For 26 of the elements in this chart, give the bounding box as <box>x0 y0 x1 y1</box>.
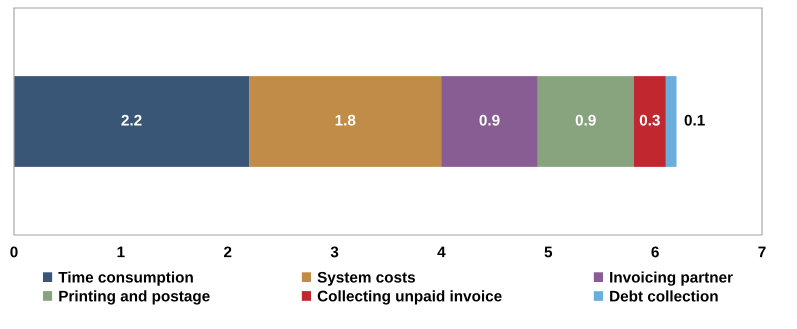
data-label: 2.2 <box>121 114 142 126</box>
bar <box>249 76 442 167</box>
x-tick-label: 7 <box>758 246 766 258</box>
x-tick-label: 2 <box>224 246 232 258</box>
data-label: 0.9 <box>480 114 500 126</box>
x-tick-label: 3 <box>330 246 338 258</box>
bar <box>441 76 538 167</box>
data-label: 0.1 <box>684 114 705 126</box>
x-tick-label: 4 <box>437 246 446 258</box>
x-tick-label: 1 <box>118 246 125 258</box>
x-tick-label: 0 <box>10 246 18 258</box>
data-label: 0.3 <box>640 114 660 126</box>
legend-label: Debt collection <box>610 290 718 302</box>
bar <box>14 76 250 167</box>
bar <box>538 76 634 167</box>
bar <box>634 76 666 167</box>
data-label: 0.9 <box>576 114 596 126</box>
legend-label: System costs <box>318 272 415 286</box>
legend-label: Printing and postage <box>59 290 210 305</box>
legend-label: Collecting unpaid invoice <box>318 290 502 305</box>
data-label: 1.8 <box>336 114 356 126</box>
x-tick-label: 6 <box>651 246 659 258</box>
legend-label: Time consumption <box>58 271 193 286</box>
x-tick-label: 5 <box>544 246 552 258</box>
bar <box>666 76 677 167</box>
legend-label: Invoicing partner <box>610 271 733 286</box>
